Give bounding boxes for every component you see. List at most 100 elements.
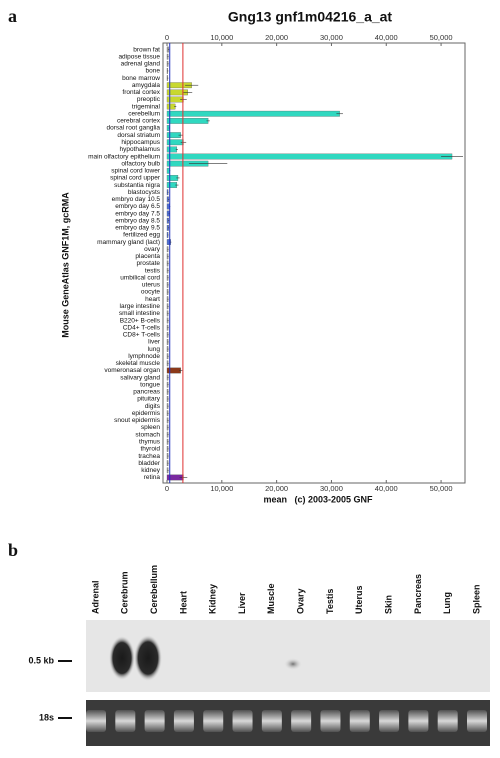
rna-band — [291, 710, 312, 732]
lane-label: Kidney — [208, 584, 218, 614]
category-label: placenta — [135, 253, 160, 260]
category-label: spleen — [141, 424, 161, 431]
category-label: liver — [148, 339, 161, 346]
category-label: adrenal gland — [121, 61, 161, 68]
category-label: blastocysts — [128, 189, 161, 196]
lane-label: Cerebellum — [149, 565, 159, 614]
category-label: cerebral cortex — [117, 118, 161, 125]
category-label: epidermis — [132, 410, 161, 417]
rna-band — [437, 710, 458, 732]
lane-label: Uterus — [354, 585, 364, 614]
category-label: kidney — [141, 467, 161, 474]
rna-band — [115, 710, 136, 732]
category-label: fertilized egg — [123, 232, 160, 239]
x-tick-label: 50,000 — [430, 484, 453, 493]
lane-label: Heart — [178, 591, 188, 614]
chart-title: Gng13 gnf1m04216_a_at — [228, 9, 393, 25]
rna-band — [349, 710, 370, 732]
category-label: amygdala — [132, 82, 161, 89]
category-label: hypothalamus — [120, 146, 161, 153]
rna-band — [379, 710, 400, 732]
bar — [166, 146, 178, 153]
category-label: trachea — [138, 453, 160, 460]
lane-label: Lung — [442, 592, 452, 614]
panel-label: b — [8, 540, 18, 560]
plot-frame — [162, 42, 466, 484]
panel-label: a — [8, 6, 17, 26]
bar — [166, 118, 209, 124]
category-label: large intestine — [120, 303, 161, 310]
category-label: retina — [144, 474, 161, 481]
category-label: snout epidermis — [114, 417, 161, 424]
category-label: substantia nigra — [114, 182, 160, 189]
category-label: CD8+ T-cells — [123, 332, 161, 339]
rna-band — [232, 710, 253, 732]
size-marker: 18s — [39, 712, 54, 722]
category-label: ovary — [144, 246, 161, 253]
category-label: cerebellum — [128, 110, 160, 117]
x-tick-label: 20,000 — [265, 484, 288, 493]
x-tick-label: 10,000 — [210, 33, 233, 42]
category-label: main olfactory epithelium — [88, 153, 160, 160]
bar — [166, 153, 453, 160]
blot-signal — [284, 658, 302, 670]
rna-band — [86, 710, 106, 732]
lane-label: Cerebrum — [120, 571, 130, 614]
bar — [166, 103, 176, 110]
category-label: embryo day 10.5 — [112, 196, 161, 203]
category-label: digits — [145, 403, 161, 410]
category-label: dorsal striatum — [117, 132, 160, 139]
rna-band — [261, 710, 282, 732]
category-label: hippocampus — [121, 139, 160, 146]
blot-signal — [109, 636, 135, 680]
category-label: skeletal muscle — [116, 360, 161, 367]
y-axis-label: Mouse GeneAtlas GNF1M, gcRMA — [60, 192, 70, 338]
lane-label: Skin — [383, 595, 393, 614]
x-tick-label: 30,000 — [320, 484, 343, 493]
category-label: small intestine — [119, 310, 161, 317]
category-label: embryo day 6.5 — [115, 203, 160, 210]
category-label: vomeronasal organ — [104, 367, 160, 374]
lane-label: Adrenal — [90, 580, 100, 614]
lane-label: Testis — [325, 589, 335, 614]
x-tick-label: 40,000 — [375, 484, 398, 493]
category-label: bone — [146, 68, 161, 75]
category-label: pancreas — [133, 389, 160, 396]
bar — [166, 239, 171, 245]
lane-label: Ovary — [296, 588, 306, 614]
category-label: trigeminal — [132, 103, 161, 110]
rna-band — [144, 710, 165, 732]
category-label: spinal cord upper — [110, 175, 161, 182]
category-label: mammary gland (lact) — [97, 239, 160, 246]
rna-band — [467, 710, 487, 732]
category-label: embryo day 9.5 — [115, 225, 160, 232]
x-tick-label: 40,000 — [375, 33, 398, 42]
rna-band — [408, 710, 429, 732]
x-tick-label: 50,000 — [430, 33, 453, 42]
rna-band — [173, 710, 194, 732]
category-label: pituitary — [137, 396, 161, 403]
category-label: stomach — [135, 431, 160, 438]
category-label: prostate — [137, 260, 161, 267]
category-label: olfactory bulb — [121, 160, 160, 167]
category-label: oocyte — [141, 289, 161, 296]
lane-label: Spleen — [471, 584, 481, 614]
x-tick-label: 0 — [165, 484, 169, 493]
category-label: frontal cortex — [122, 89, 160, 96]
category-label: thymus — [139, 438, 161, 445]
category-label: lung — [148, 346, 161, 353]
rna-band — [203, 710, 224, 732]
category-label: spinal cord lower — [111, 168, 161, 175]
category-label: dorsal root ganglia — [107, 125, 161, 132]
northern-blot: 0.5 kb 18s Adrenal Cerebrum Cerebellum Hear… — [28, 565, 490, 746]
x-tick-label: 10,000 — [210, 484, 233, 493]
category-label: B220+ B-cells — [120, 317, 161, 324]
category-label: embryo day 8.5 — [115, 217, 160, 224]
category-label: umbilical cord — [120, 274, 160, 281]
category-label: heart — [145, 296, 160, 303]
plot-area: 0 0 10,000 10,000 20,000 20,000 30,000 30,000 40… — [88, 33, 466, 493]
x-tick-label: 20,000 — [265, 33, 288, 42]
category-label: bladder — [138, 460, 161, 467]
category-label: salivary gland — [120, 374, 160, 381]
